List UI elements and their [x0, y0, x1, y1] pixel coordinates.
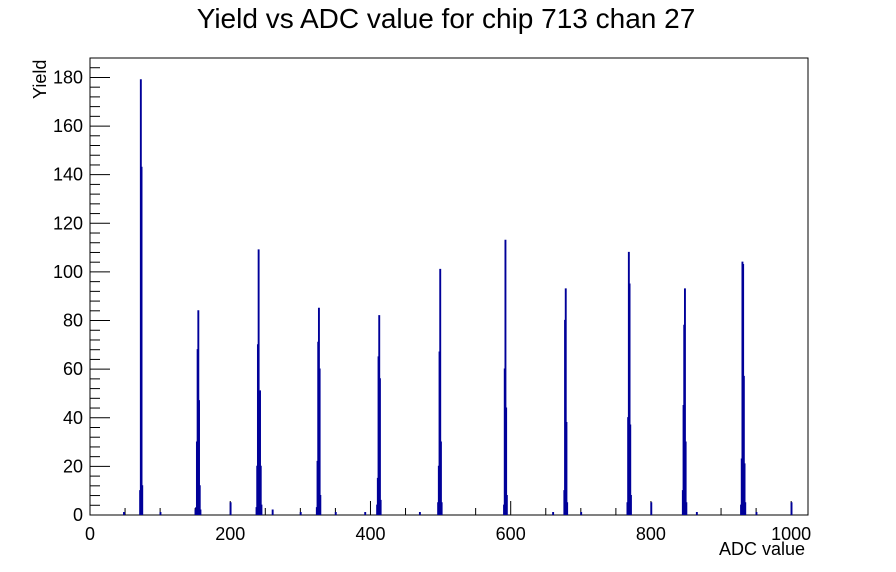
x-tick-label: 800	[636, 524, 666, 544]
histogram-bin	[379, 499, 382, 515]
y-tick-label: 120	[53, 213, 83, 233]
y-tick-label: 160	[53, 116, 83, 136]
histogram-bin	[684, 441, 687, 515]
histogram-bin	[140, 166, 143, 515]
plot-frame	[89, 57, 809, 516]
x-tick-label: 200	[215, 524, 245, 544]
histogram-bin	[790, 502, 793, 515]
x-tick-label: 1000	[771, 524, 811, 544]
histogram-bin	[564, 288, 567, 515]
histogram-bin	[743, 463, 746, 515]
histogram-bin	[580, 511, 583, 515]
histogram-bin	[439, 268, 442, 515]
histogram-bin	[566, 502, 569, 515]
histogram-bin	[198, 485, 201, 515]
x-tick-label: 400	[355, 524, 385, 544]
histogram-bin	[629, 424, 632, 515]
x-tick-label: 600	[496, 524, 526, 544]
y-tick-label: 20	[63, 456, 83, 476]
histogram-bin	[364, 511, 367, 515]
x-tick-label: 0	[85, 524, 95, 544]
histogram-bin	[685, 502, 688, 515]
histogram-bin	[565, 422, 568, 515]
histogram-bin	[744, 502, 747, 515]
y-tick-label: 0	[73, 505, 83, 525]
histogram-bin	[318, 368, 321, 515]
histogram-bin	[628, 283, 631, 515]
histogram-bin	[334, 511, 337, 515]
y-axis-title: Yield	[30, 60, 50, 99]
histogram-bin	[141, 485, 144, 515]
y-tick-labels: 0 20 40 60 80 100 120 140 160 180	[53, 67, 83, 525]
histogram-bin	[505, 494, 508, 515]
histogram-bin	[504, 239, 507, 515]
y-tick-label: 60	[63, 359, 83, 379]
y-axis	[90, 57, 110, 516]
histogram-bin	[755, 511, 758, 515]
histogram-bin	[198, 400, 200, 515]
histogram-bin	[683, 288, 686, 515]
histogram-bin	[259, 465, 262, 515]
y-tick-label: 80	[63, 311, 83, 331]
y-tick-label: 40	[63, 408, 83, 428]
histogram-bin	[552, 511, 555, 515]
histogram-bin	[199, 509, 202, 515]
histogram-bin	[299, 511, 302, 515]
histogram-bin	[378, 378, 381, 515]
histogram-bin	[440, 502, 443, 515]
y-tick-label: 140	[53, 165, 83, 185]
histogram-bin	[259, 390, 261, 515]
histogram-bin	[742, 375, 745, 515]
histogram-bin	[123, 511, 125, 515]
x-tick-labels: 0 200 400 600 800 1000	[85, 524, 811, 544]
histogram-bin	[271, 509, 274, 515]
histogram-bin	[505, 407, 508, 515]
chart-title: Yield vs ADC value for chip 713 chan 27	[197, 3, 696, 34]
histogram-bin	[260, 504, 263, 515]
histogram-bin	[159, 511, 162, 515]
x-axis-title: ADC value	[719, 539, 805, 559]
histogram-bin	[319, 494, 322, 515]
histogram-bin	[229, 502, 232, 515]
y-tick-label: 180	[53, 67, 83, 87]
histogram-bin	[630, 494, 632, 515]
histogram-bin	[257, 249, 260, 515]
histogram-bin	[418, 511, 421, 515]
histogram-bins	[123, 79, 793, 515]
histogram-bin	[695, 511, 698, 515]
y-tick-label: 100	[53, 262, 83, 282]
histogram-bin	[439, 441, 442, 515]
histogram-bin	[650, 502, 653, 515]
